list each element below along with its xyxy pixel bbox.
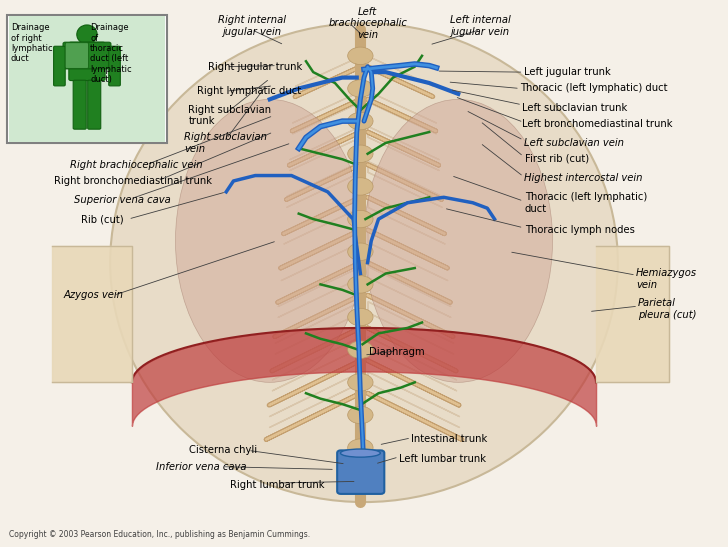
Text: Right subclavian
trunk: Right subclavian trunk: [189, 105, 272, 126]
Text: Highest intercostal vein: Highest intercostal vein: [523, 173, 642, 183]
Text: Diaphragm: Diaphragm: [369, 347, 424, 357]
Ellipse shape: [348, 374, 373, 391]
Text: Cisterna chyli: Cisterna chyli: [189, 445, 257, 455]
Text: Drainage
of
thoracic
duct (left
lymphatic
duct): Drainage of thoracic duct (left lymphati…: [90, 23, 132, 84]
Text: Left jugular trunk: Left jugular trunk: [523, 67, 610, 77]
Text: Right internal
jugular vein: Right internal jugular vein: [218, 15, 285, 37]
Text: Left
brachiocephalic
vein: Left brachiocephalic vein: [328, 7, 407, 40]
Text: First rib (cut): First rib (cut): [525, 153, 589, 163]
Ellipse shape: [348, 145, 373, 162]
FancyBboxPatch shape: [54, 46, 66, 86]
Ellipse shape: [348, 211, 373, 228]
Text: Left subclavian vein: Left subclavian vein: [523, 138, 624, 148]
Text: Inferior vena cava: Inferior vena cava: [156, 462, 246, 472]
Ellipse shape: [348, 113, 373, 130]
Text: Left bronchomediastinal trunk: Left bronchomediastinal trunk: [522, 119, 673, 129]
FancyBboxPatch shape: [69, 42, 105, 80]
Text: Thoracic (left lymphatic) duct: Thoracic (left lymphatic) duct: [520, 84, 668, 94]
Text: Hemiazygos
vein: Hemiazygos vein: [636, 268, 697, 290]
Ellipse shape: [364, 100, 553, 382]
Ellipse shape: [348, 178, 373, 195]
Ellipse shape: [110, 23, 618, 502]
FancyBboxPatch shape: [66, 43, 88, 68]
Text: Thoracic lymph nodes: Thoracic lymph nodes: [525, 225, 635, 235]
FancyBboxPatch shape: [7, 15, 167, 143]
Text: Azygos vein: Azygos vein: [63, 290, 123, 300]
FancyBboxPatch shape: [108, 46, 120, 86]
Text: Thoracic (left lymphatic)
duct: Thoracic (left lymphatic) duct: [525, 192, 647, 213]
Ellipse shape: [348, 243, 373, 260]
Ellipse shape: [175, 100, 364, 382]
Text: Rib (cut): Rib (cut): [81, 214, 124, 224]
Text: Right lymphatic duct: Right lymphatic duct: [197, 86, 301, 96]
Ellipse shape: [77, 25, 97, 44]
Polygon shape: [596, 246, 668, 382]
Ellipse shape: [348, 472, 373, 489]
Text: Right lumbar trunk: Right lumbar trunk: [230, 480, 324, 490]
Text: Right brachiocephalic vein: Right brachiocephalic vein: [71, 160, 203, 170]
FancyBboxPatch shape: [63, 42, 111, 69]
Ellipse shape: [348, 439, 373, 456]
Text: Drainage
of right
lymphatic
duct: Drainage of right lymphatic duct: [11, 23, 52, 63]
Text: Left internal
jugular vein: Left internal jugular vein: [450, 15, 510, 37]
Ellipse shape: [348, 309, 373, 326]
Ellipse shape: [348, 47, 373, 65]
FancyBboxPatch shape: [337, 450, 384, 494]
Text: Right jugular trunk: Right jugular trunk: [208, 62, 302, 72]
FancyBboxPatch shape: [74, 80, 86, 129]
Ellipse shape: [341, 449, 380, 457]
Bar: [9, 16, 165, 142]
Ellipse shape: [348, 80, 373, 97]
Text: Left subclavian trunk: Left subclavian trunk: [522, 102, 628, 113]
Ellipse shape: [348, 276, 373, 293]
Ellipse shape: [348, 341, 373, 358]
Text: Superior vena cava: Superior vena cava: [74, 195, 170, 205]
Polygon shape: [52, 246, 132, 382]
Text: Left lumbar trunk: Left lumbar trunk: [399, 453, 486, 463]
Text: Intestinal trunk: Intestinal trunk: [411, 434, 487, 445]
FancyBboxPatch shape: [87, 80, 100, 129]
Ellipse shape: [348, 406, 373, 424]
Text: Right subclavian
vein: Right subclavian vein: [184, 132, 267, 154]
Text: Parietal
pleura (cut): Parietal pleura (cut): [638, 298, 697, 319]
Text: Right bronchomediastinal trunk: Right bronchomediastinal trunk: [54, 176, 212, 186]
Text: Copyright © 2003 Pearson Education, Inc., publishing as Benjamin Cummings.: Copyright © 2003 Pearson Education, Inc.…: [9, 530, 310, 539]
